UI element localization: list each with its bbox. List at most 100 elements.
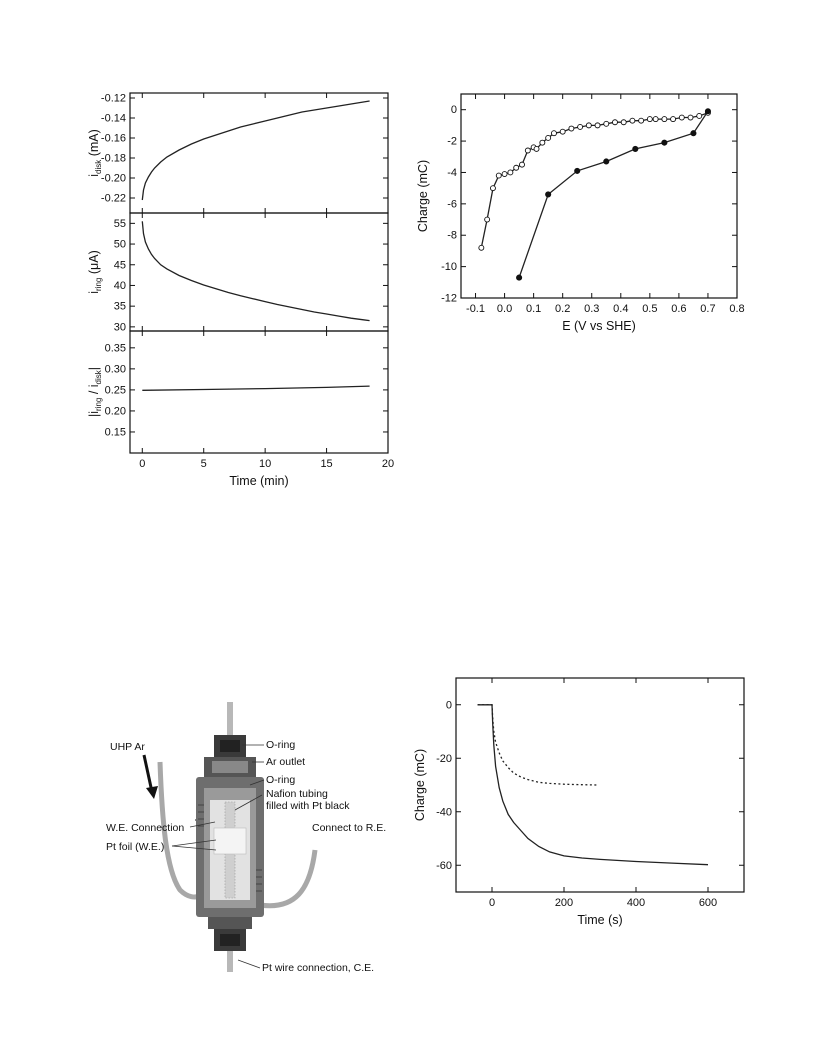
open-data-point [620,119,627,126]
y-tick-label: 0.30 [105,363,126,375]
y-tick-label: -0.12 [101,93,126,105]
y-tick-label: 45 [114,259,126,271]
open-data-point [603,120,610,127]
label-nafion-1: Nafion tubing [266,788,328,800]
filled-data-point [516,274,523,281]
x-tick-label: 0.3 [584,303,599,315]
y-label-part: i [87,174,101,177]
y-tick-label: -20 [436,753,452,765]
ring-current-panel: 55 50 45 40 35 30 iring (μA) [87,212,389,333]
label-uhp-ar: UHP Ar [110,741,145,753]
open-data-point [478,244,485,251]
x-tick-label: 200 [555,897,573,909]
series-line-0 [141,221,370,322]
y-tick-label: 0.15 [105,426,126,438]
open-data-point [551,130,557,137]
label-nafion-2: filled with Pt black [266,800,350,812]
ratio-panel: 0.35 0.30 0.25 0.20 0.15 0 5 10 15 20 Time (min) |i… [87,330,394,488]
filled-data-point [661,139,668,146]
series-line-0 [141,100,370,201]
y-tick-label: 35 [114,301,126,313]
y-tick-label: 55 [114,218,126,230]
label-we-connection: W.E. Connection [106,822,184,834]
open-data-point [585,122,592,129]
x-tick-label: 0.0 [497,303,512,315]
plot-frame [129,212,389,332]
y-tick-label: 0 [451,104,457,116]
open-data-point [501,171,508,177]
open-data-point [652,116,659,123]
y-label-part: (mA) [87,129,101,160]
x-axis-label: Time (min) [229,474,288,488]
y-axis-label: idisk (mA) [87,129,103,177]
x-tick-label: 0.2 [555,303,570,315]
y-tick-label: 0.25 [105,384,126,396]
y-label-part: / i [87,384,101,397]
pt-foil [213,827,247,855]
bottom-fitting [208,917,252,929]
x-tick-label: 600 [699,897,717,909]
open-data-point [577,124,584,130]
x-tick-label: 400 [627,897,645,909]
y-label-part: i [87,291,101,294]
y-tick-label: 0.35 [105,342,126,354]
open-data-point [646,116,653,123]
thread-marks [198,804,262,892]
y-label-part: (μA) [87,250,101,277]
y-label-subscript: disk [94,369,103,384]
open-data-point [559,128,566,135]
filled-data-point [574,167,581,174]
y-label-subscript: disk [94,159,103,174]
x-tick-label: 10 [259,458,271,470]
y-tick-label: 40 [114,280,126,292]
y-label-subscript: ring [94,398,103,411]
filled-data-point [632,145,639,152]
y-tick-label: -4 [447,167,457,179]
charge-vs-potential-figure: 0 -2 -4 -6 -8 -10 -12 -0.1 0.0 0.1 0.2 0.3 0.4 0.5 0.6… [416,93,745,333]
x-tick-label: 0 [139,458,145,470]
y-axis-label: Charge (mC) [413,749,427,821]
series-line-1 [477,704,597,786]
open-data-point [612,119,618,126]
y-tick-label: -0.22 [101,193,126,205]
filled-data-point [545,191,552,198]
y-tick-label: 50 [114,239,126,251]
label-ar-outlet: Ar outlet [266,756,305,768]
y-tick-label: -6 [447,198,457,210]
open-data-point [629,117,636,124]
charge-vs-time-panel: 0 -20 -40 -60 0 200 400 600 Time (s) Charge (mC) [413,677,745,927]
y-label-subscript: ring [94,278,103,291]
charge-vs-potential-panel: 0 -2 -4 -6 -8 -10 -12 -0.1 0.0 0.1 0.2 0.3 0.4 0.5 0.6… [416,93,745,333]
y-tick-label: -2 [447,136,457,148]
plot-frame [129,92,389,214]
y-axis-label: Charge (mC) [416,160,430,232]
arrow-head-icon [146,786,158,799]
open-data-point [594,122,601,129]
y-tick-label: 30 [114,321,126,333]
y-axis-label: |iring / idisk| [87,367,103,417]
open-data-point [670,116,677,123]
y-tick-label: 0.20 [105,405,126,417]
y-tick-label: -60 [436,860,452,872]
series-line-0 [480,112,709,248]
x-tick-label: 0.1 [526,303,541,315]
x-axis-label: E (V vs SHE) [562,319,636,333]
y-label-part: |i [87,411,101,417]
y-tick-label: -10 [441,261,457,273]
series-line-1 [518,110,709,278]
open-data-point [507,169,514,176]
open-data-point [513,164,520,171]
x-tick-label: 0.4 [613,303,628,315]
open-data-point [490,185,496,192]
y-tick-label: -8 [447,230,457,242]
open-data-point [696,113,703,119]
y-tick-label: -0.20 [101,173,126,185]
leader-lines [171,744,265,969]
open-data-point [678,114,685,121]
plot-frame [460,93,738,299]
x-axis-label: Time (s) [577,913,622,927]
cell-diagram: UHP Ar O-ring Ar outlet O-ring Nafion tu… [106,702,386,974]
y-tick-label: -0.18 [101,153,126,165]
y-tick-label: -0.14 [101,113,126,125]
